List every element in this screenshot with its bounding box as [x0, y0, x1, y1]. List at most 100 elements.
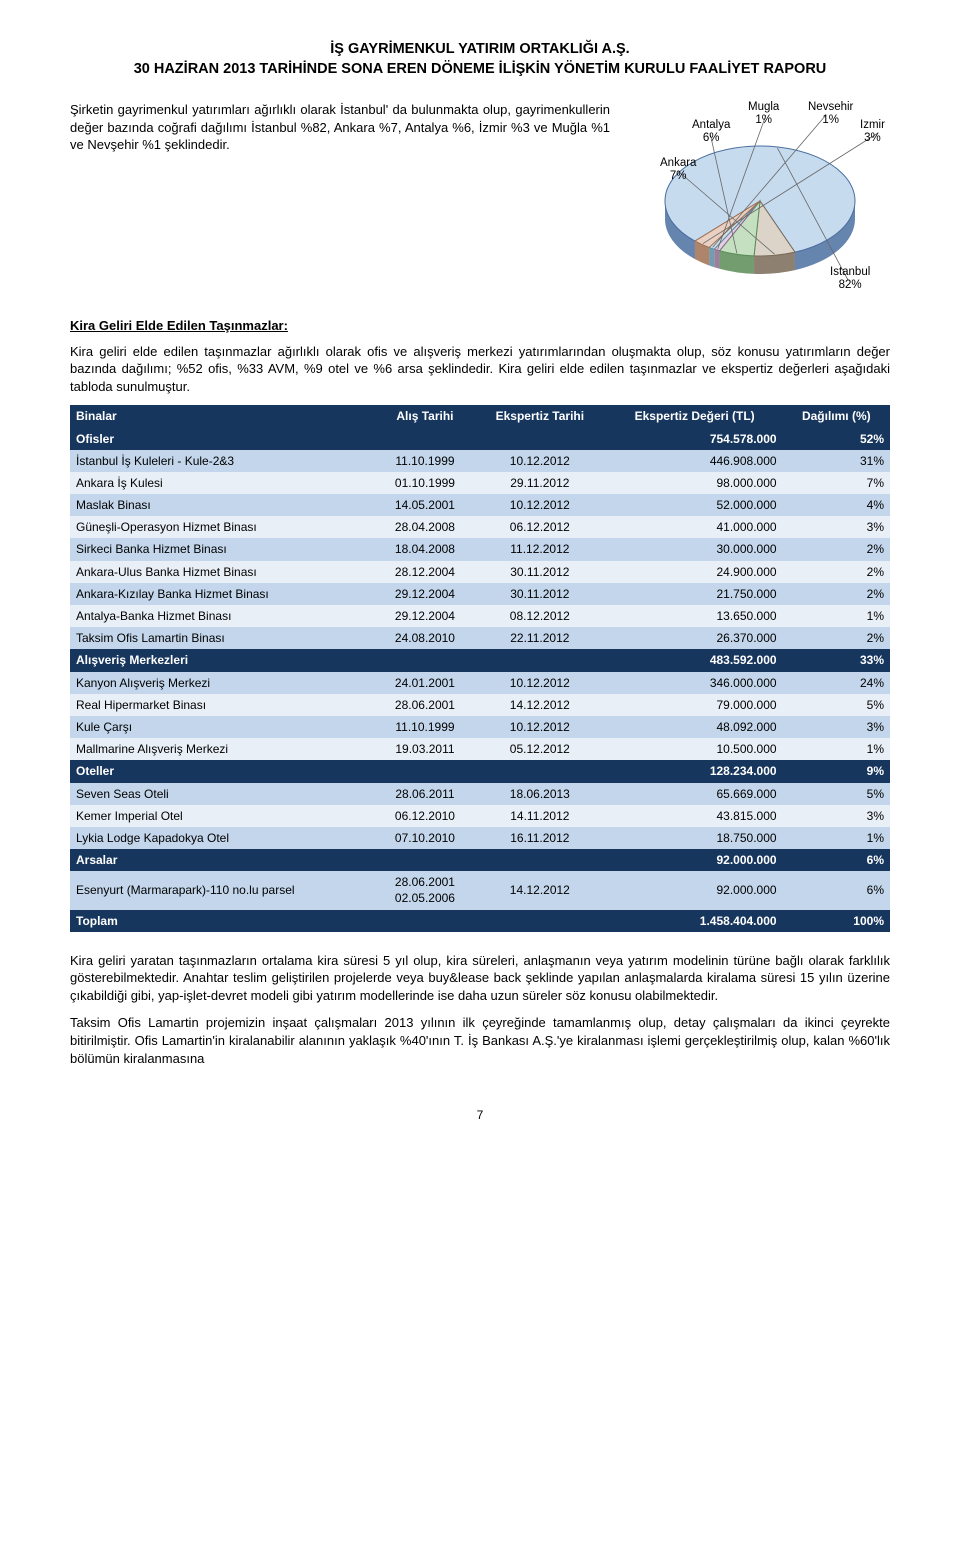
cell-pct: 1% — [783, 827, 890, 849]
cell-value: 1.458.404.000 — [607, 910, 783, 932]
table-row: Lykia Lodge Kapadokya Otel07.10.201016.1… — [70, 827, 890, 849]
table-row: Esenyurt (Marmarapark)-110 no.lu parsel2… — [70, 871, 890, 909]
cell-value: 24.900.000 — [607, 561, 783, 583]
cell-buy-date: 11.10.1999 — [377, 716, 473, 738]
page-header: İŞ GAYRİMENKUL YATIRIM ORTAKLIĞI A.Ş. 30… — [70, 40, 890, 79]
cell-pct: 1% — [783, 605, 890, 627]
table-row: Ankara-Ulus Banka Hizmet Binası28.12.200… — [70, 561, 890, 583]
table-row: Güneşli-Operasyon Hizmet Binası28.04.200… — [70, 516, 890, 538]
cell-pct: 2% — [783, 538, 890, 560]
table-row: Ofisler 754.578.00052% — [70, 428, 890, 450]
cell-value: 79.000.000 — [607, 694, 783, 716]
cell-buy-date: 29.12.2004 — [377, 583, 473, 605]
cell-value: 43.815.000 — [607, 805, 783, 827]
cell-buy-date: 28.12.2004 — [377, 561, 473, 583]
report-title: 30 HAZİRAN 2013 TARİHİNDE SONA EREN DÖNE… — [70, 60, 890, 80]
cell-exp-date: 10.12.2012 — [473, 672, 607, 694]
cell-name: Sirkeci Banka Hizmet Binası — [70, 538, 377, 560]
paragraph-1: Kira geliri yaratan taşınmazların ortala… — [70, 952, 890, 1005]
cell-name: Taksim Ofis Lamartin Binası — [70, 627, 377, 649]
cell-value: 483.592.000 — [607, 649, 783, 671]
cell-buy-date: 07.10.2010 — [377, 827, 473, 849]
cell-pct: 31% — [783, 450, 890, 472]
cell-exp-date: 18.06.2013 — [473, 783, 607, 805]
cell-pct: 5% — [783, 783, 890, 805]
cell-value: 41.000.000 — [607, 516, 783, 538]
cell-exp-date: 10.12.2012 — [473, 716, 607, 738]
cell-name: Seven Seas Oteli — [70, 783, 377, 805]
cell-name: Maslak Binası — [70, 494, 377, 516]
cell-buy-date: 06.12.2010 — [377, 805, 473, 827]
cell-value: 18.750.000 — [607, 827, 783, 849]
cell-exp-date: 14.12.2012 — [473, 871, 607, 909]
cell-buy-date: 01.10.1999 — [377, 472, 473, 494]
cell-name: Antalya-Banka Hizmet Binası — [70, 605, 377, 627]
cell-pct: 6% — [783, 871, 890, 909]
cell-exp-date: 16.11.2012 — [473, 827, 607, 849]
cell-exp-date: 10.12.2012 — [473, 494, 607, 516]
table-row: Kule Çarşı11.10.199910.12.201248.092.000… — [70, 716, 890, 738]
cell-exp-date: 14.11.2012 — [473, 805, 607, 827]
cell-name: Ankara-Kızılay Banka Hizmet Binası — [70, 583, 377, 605]
cell-value: 10.500.000 — [607, 738, 783, 760]
cell-value: 48.092.000 — [607, 716, 783, 738]
cell-name: Kanyon Alışveriş Merkezi — [70, 672, 377, 694]
cell-buy-date: 28.06.2011 — [377, 783, 473, 805]
col-dagilim: Dağılımı (%) — [783, 405, 890, 427]
cell-exp-date: 30.11.2012 — [473, 583, 607, 605]
cell-pct: 100% — [783, 910, 890, 932]
paragraph-2: Taksim Ofis Lamartin projemizin inşaat ç… — [70, 1014, 890, 1067]
cell-pct: 3% — [783, 716, 890, 738]
cell-value: 65.669.000 — [607, 783, 783, 805]
cell-name: Lykia Lodge Kapadokya Otel — [70, 827, 377, 849]
section-heading: Kira Geliri Elde Edilen Taşınmazlar: — [70, 317, 890, 335]
cell-value: 346.000.000 — [607, 672, 783, 694]
table-row: Sirkeci Banka Hizmet Binası18.04.200811.… — [70, 538, 890, 560]
cell-buy-date: 28.06.2001 02.05.2006 — [377, 871, 473, 909]
cell-name: Real Hipermarket Binası — [70, 694, 377, 716]
table-row: Taksim Ofis Lamartin Binası24.08.201022.… — [70, 627, 890, 649]
cell-buy-date: 18.04.2008 — [377, 538, 473, 560]
cell-name: Ofisler — [70, 428, 377, 450]
table-row: Maslak Binası14.05.200110.12.201252.000.… — [70, 494, 890, 516]
cell-exp-date: 14.12.2012 — [473, 694, 607, 716]
cell-exp-date: 10.12.2012 — [473, 450, 607, 472]
col-alis: Alış Tarihi — [377, 405, 473, 427]
table-row: Toplam1.458.404.000100% — [70, 910, 890, 932]
cell-value: 52.000.000 — [607, 494, 783, 516]
cell-value: 30.000.000 — [607, 538, 783, 560]
cell-pct: 2% — [783, 583, 890, 605]
geographic-pie-chart: Istanbul82%Ankara7%Antalya6%Mugla1%Nevse… — [630, 101, 890, 301]
cell-pct: 3% — [783, 516, 890, 538]
cell-value: 92.000.000 — [607, 871, 783, 909]
table-row: Oteller 128.234.0009% — [70, 760, 890, 782]
cell-value: 754.578.000 — [607, 428, 783, 450]
cell-value: 13.650.000 — [607, 605, 783, 627]
cell-name: Esenyurt (Marmarapark)-110 no.lu parsel — [70, 871, 377, 909]
cell-value: 128.234.000 — [607, 760, 783, 782]
cell-name: Oteller — [70, 760, 377, 782]
cell-buy-date: 29.12.2004 — [377, 605, 473, 627]
cell-pct: 3% — [783, 805, 890, 827]
cell-buy-date: 28.04.2008 — [377, 516, 473, 538]
table-header-row: Binalar Alış Tarihi Ekspertiz Tarihi Eks… — [70, 405, 890, 427]
col-binalar: Binalar — [70, 405, 377, 427]
cell-exp-date: 06.12.2012 — [473, 516, 607, 538]
cell-buy-date: 24.01.2001 — [377, 672, 473, 694]
cell-exp-date: 11.12.2012 — [473, 538, 607, 560]
table-row: Arsalar92.000.0006% — [70, 849, 890, 871]
cell-pct: 2% — [783, 627, 890, 649]
cell-pct: 52% — [783, 428, 890, 450]
cell-value: 446.908.000 — [607, 450, 783, 472]
cell-pct: 9% — [783, 760, 890, 782]
cell-pct: 2% — [783, 561, 890, 583]
cell-buy-date: 14.05.2001 — [377, 494, 473, 516]
cell-name: Mallmarine Alışveriş Merkezi — [70, 738, 377, 760]
table-row: Kanyon Alışveriş Merkezi24.01.200110.12.… — [70, 672, 890, 694]
cell-name: Kemer Imperial Otel — [70, 805, 377, 827]
cell-exp-date: 22.11.2012 — [473, 627, 607, 649]
section-paragraph: Kira geliri elde edilen taşınmazlar ağır… — [70, 343, 890, 396]
table-row: Ankara-Kızılay Banka Hizmet Binası29.12.… — [70, 583, 890, 605]
cell-pct: 7% — [783, 472, 890, 494]
cell-value: 21.750.000 — [607, 583, 783, 605]
